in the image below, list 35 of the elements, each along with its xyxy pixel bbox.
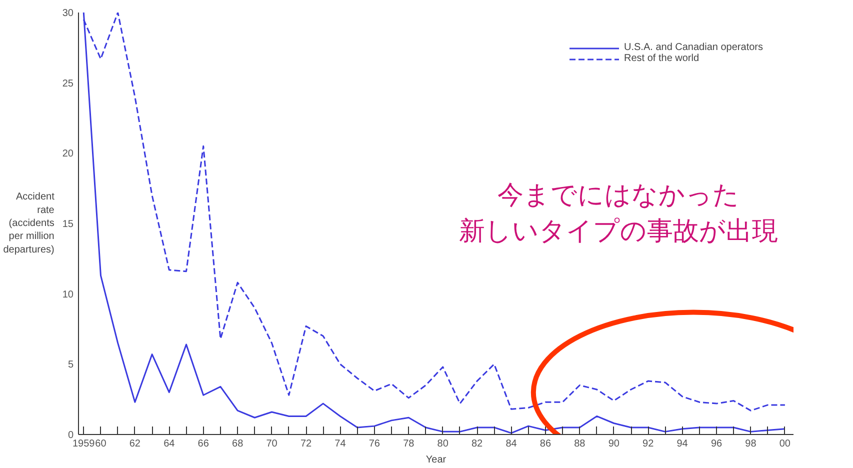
y-axis-title: Accident rate (accidents per million departures) — [3, 192, 55, 256]
x-tick-label: 74 — [334, 438, 346, 450]
annotation: 新しいタイプの事故が出現 — [459, 216, 778, 246]
x-tick-label: 82 — [471, 438, 484, 450]
x-tick-label: 76 — [368, 438, 380, 450]
x-tick-label: 66 — [198, 438, 210, 450]
y-tick-label: 30 — [62, 8, 74, 19]
y-tick-label: 10 — [62, 289, 74, 300]
x-tick-label: 60 — [95, 438, 107, 450]
x-tick-label: 84 — [506, 438, 518, 450]
y-tick-label: 20 — [62, 148, 74, 160]
x-tick-label: 80 — [437, 438, 449, 450]
legend-label: U.S.A. and Canadian operators — [624, 42, 763, 53]
x-tick-label: 62 — [129, 438, 141, 450]
x-tick-label: 72 — [300, 438, 312, 450]
y-tick-label: 0 — [68, 430, 74, 441]
x-tick-label: 70 — [266, 438, 278, 450]
annotation: 今までにはなかった — [498, 180, 740, 210]
x-tick-label: 86 — [540, 438, 552, 450]
legend-label: Rest of the world — [624, 53, 700, 64]
x-tick-label: 88 — [574, 438, 586, 450]
x-tick-label: 00 — [779, 438, 791, 450]
x-tick-label: 64 — [164, 438, 176, 450]
x-axis-title: Year — [426, 454, 447, 466]
x-tick-label: 96 — [710, 438, 723, 450]
x-tick-label: 90 — [608, 438, 620, 450]
x-tick-label: 92 — [642, 438, 654, 450]
x-tick-label: 1959 — [72, 438, 96, 450]
x-tick-label: 94 — [676, 438, 688, 450]
y-tick-label: 5 — [68, 360, 74, 371]
y-tick-label: 25 — [62, 78, 74, 90]
x-tick-label: 78 — [403, 438, 415, 450]
y-tick-label: 15 — [62, 219, 74, 230]
x-tick-label: 98 — [745, 438, 757, 450]
x-tick-label: 68 — [232, 438, 244, 450]
